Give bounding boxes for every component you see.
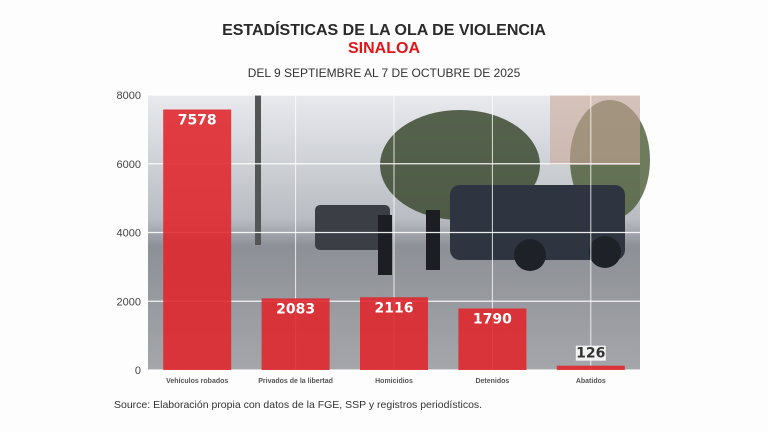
chart-title: ESTADÍSTICAS DE LA OLA DE VIOLENCIA	[222, 22, 546, 39]
x-tick-label: Vehículos robados	[166, 378, 228, 385]
y-tick-label: 2000	[117, 296, 141, 308]
data-label: 7578	[178, 113, 217, 129]
y-tick-label: 8000	[117, 90, 141, 102]
date-range: DEL 9 SEPTIEMBRE AL 7 DE OCTUBRE DE 2025	[247, 66, 521, 80]
data-label: 2116	[375, 300, 414, 316]
y-tick-label: 0	[135, 365, 141, 377]
bar	[556, 365, 625, 370]
source-note: Source: Elaboración propia con datos de …	[114, 399, 483, 411]
x-tick-label: Privados de la libertad	[258, 378, 333, 385]
chart-subtitle: SINALOA	[348, 40, 420, 57]
x-tick-label: Homicidios	[375, 378, 413, 385]
bar	[458, 308, 527, 370]
data-label: 126	[576, 346, 605, 362]
bar	[163, 109, 232, 370]
x-tick-label: Detenidos	[475, 378, 509, 385]
data-label-background	[575, 345, 606, 361]
data-label: 1790	[473, 311, 512, 327]
bar	[360, 297, 428, 370]
y-tick-label: 6000	[117, 159, 141, 171]
data-label: 2083	[276, 301, 315, 317]
x-tick-label: Abatidos	[576, 378, 606, 385]
y-tick-label: 4000	[117, 228, 141, 240]
bar	[261, 298, 330, 370]
